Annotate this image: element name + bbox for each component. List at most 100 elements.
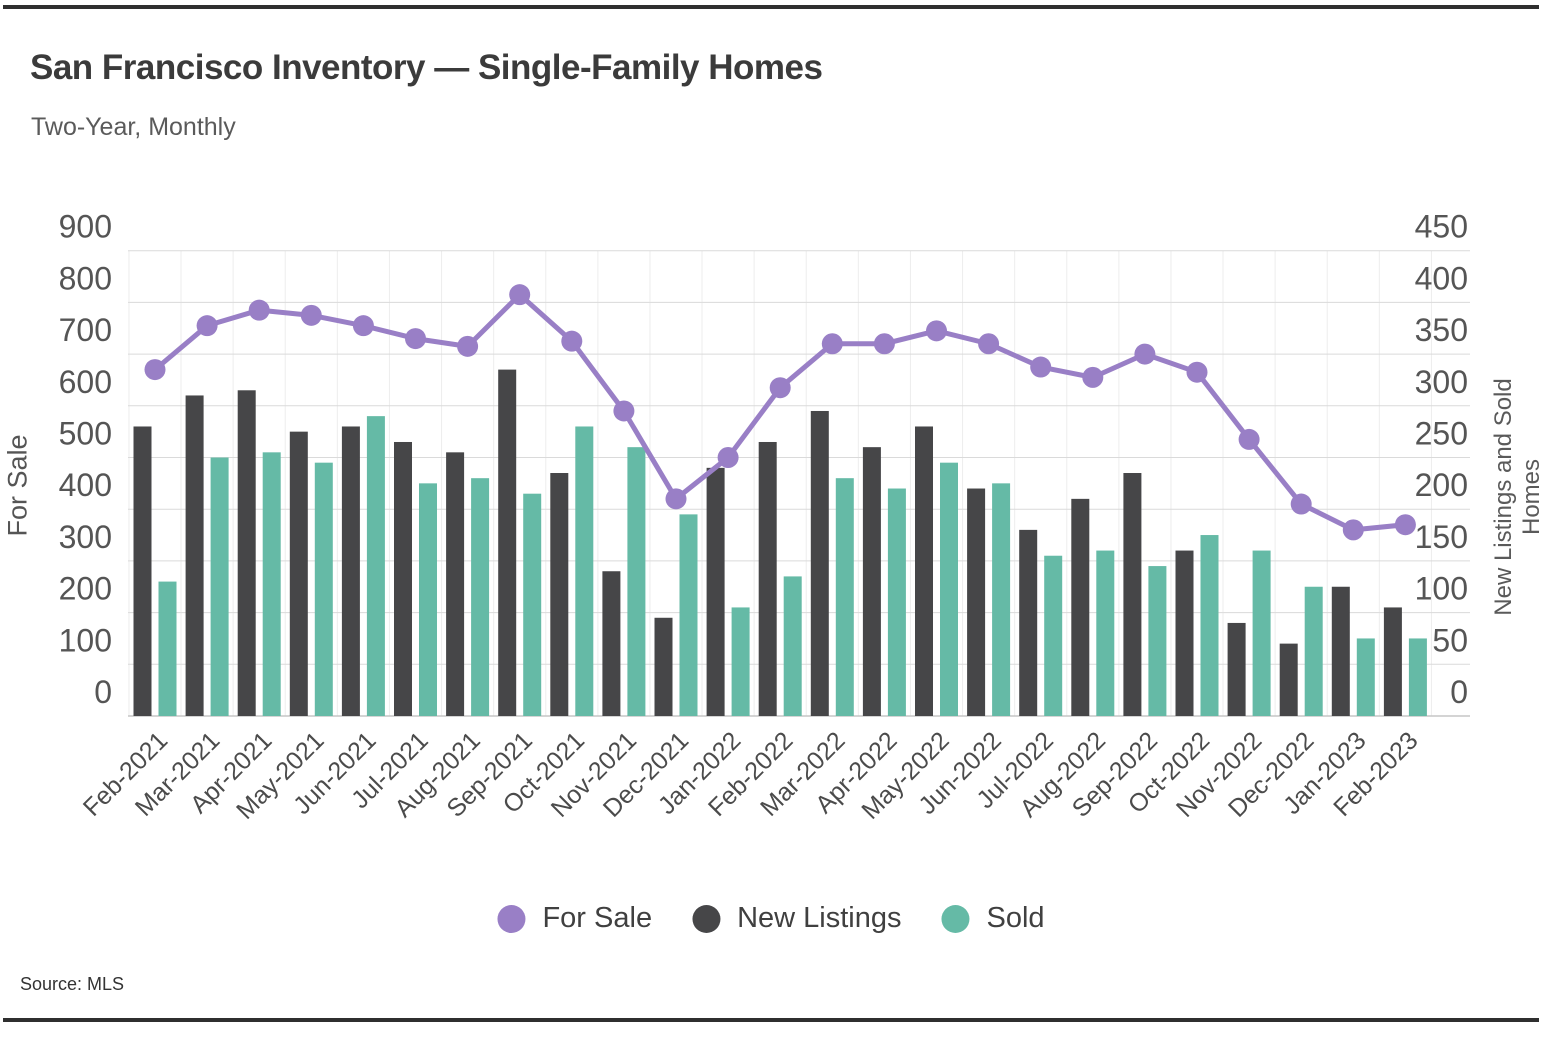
right-tick-100: 100 xyxy=(1415,571,1468,607)
point-for-sale-Feb-2022 xyxy=(769,377,791,399)
bar-new-listings-Dec-2022 xyxy=(1279,643,1298,716)
point-for-sale-Sep-2022 xyxy=(1134,343,1156,365)
bar-new-listings-Feb-2022 xyxy=(758,441,777,716)
point-for-sale-Aug-2021 xyxy=(457,335,479,357)
bar-new-listings-Jan-2023 xyxy=(1331,586,1350,716)
chart-canvas: 0 100 200 300 400 500 600 700 800 900 0 50 100 150 200… xyxy=(59,209,1470,825)
point-for-sale-May-2022 xyxy=(926,320,947,342)
point-for-sale-Jul-2021 xyxy=(405,328,426,350)
for-sale-swatch-icon xyxy=(497,904,526,933)
point-for-sale-Feb-2021 xyxy=(144,359,166,381)
bottom-divider xyxy=(3,1018,1539,1022)
point-for-sale-Dec-2022 xyxy=(1290,493,1312,515)
point-for-sale-May-2021 xyxy=(300,304,322,326)
right-tick-150: 150 xyxy=(1415,519,1468,555)
bar-new-listings-Nov-2021 xyxy=(602,571,621,716)
point-for-sale-Nov-2022 xyxy=(1238,428,1260,450)
bar-new-listings-Oct-2021 xyxy=(550,473,569,716)
sold-swatch-icon xyxy=(941,904,970,933)
left-tick-800: 800 xyxy=(59,260,112,296)
bar-sold-Nov-2021 xyxy=(627,447,646,716)
bar-new-listings-Jan-2022 xyxy=(706,467,725,716)
legend-item-new-listings: New Listings xyxy=(692,902,901,935)
bar-new-listings-Jun-2021 xyxy=(341,426,360,716)
bar-sold-Mar-2021 xyxy=(210,457,229,716)
bar-new-listings-Feb-2023 xyxy=(1383,607,1402,716)
bar-sold-Feb-2023 xyxy=(1408,638,1427,716)
point-for-sale-Jul-2022 xyxy=(1030,356,1052,378)
bar-sold-May-2022 xyxy=(940,462,958,716)
top-divider xyxy=(3,5,1539,9)
left-tick-700: 700 xyxy=(59,312,112,348)
bar-sold-Dec-2021 xyxy=(679,514,698,716)
bar-new-listings-Feb-2021 xyxy=(133,426,152,716)
bar-sold-Feb-2022 xyxy=(783,576,802,716)
bar-new-listings-Sep-2022 xyxy=(1123,473,1142,716)
right-tick-400: 400 xyxy=(1415,260,1468,296)
new-listings-swatch-icon xyxy=(692,904,721,933)
chart-legend: For Sale New Listings Sold xyxy=(497,902,1045,935)
point-for-sale-Apr-2022 xyxy=(873,333,895,355)
left-tick-900: 900 xyxy=(59,209,112,245)
bar-sold-Oct-2022 xyxy=(1200,535,1219,716)
bar-sold-Jul-2021 xyxy=(419,483,437,716)
right-tick-0: 0 xyxy=(1450,674,1468,710)
point-for-sale-Mar-2021 xyxy=(196,315,218,337)
point-for-sale-Jun-2021 xyxy=(352,315,374,337)
point-for-sale-Aug-2022 xyxy=(1082,366,1104,388)
bar-new-listings-Mar-2021 xyxy=(185,395,204,716)
left-tick-600: 600 xyxy=(59,364,112,400)
bar-sold-Sep-2021 xyxy=(523,493,542,716)
chart-title: San Francisco Inventory — Single-Family … xyxy=(30,48,823,87)
bar-sold-Nov-2022 xyxy=(1252,550,1271,716)
right-tick-350: 350 xyxy=(1415,312,1468,348)
point-for-sale-Oct-2022 xyxy=(1186,361,1208,383)
right-tick-250: 250 xyxy=(1415,416,1468,452)
bar-sold-Jun-2021 xyxy=(366,416,385,716)
bar-new-listings-May-2021 xyxy=(289,431,308,716)
bar-new-listings-Jul-2022 xyxy=(1019,529,1038,716)
left-tick-100: 100 xyxy=(59,622,112,658)
bar-sold-Mar-2022 xyxy=(835,478,854,716)
point-for-sale-Feb-2023 xyxy=(1394,514,1416,536)
bar-new-listings-Apr-2021 xyxy=(237,390,256,716)
left-tick-500: 500 xyxy=(59,416,112,452)
point-for-sale-Sep-2021 xyxy=(509,284,531,306)
point-for-sale-Jun-2022 xyxy=(978,333,1000,355)
bar-sold-Apr-2021 xyxy=(262,452,281,716)
point-for-sale-Jan-2022 xyxy=(717,447,739,468)
point-for-sale-Dec-2021 xyxy=(665,488,687,510)
bar-new-listings-Apr-2022 xyxy=(862,447,881,716)
legend-label: Sold xyxy=(986,902,1045,934)
bar-sold-May-2021 xyxy=(314,462,333,716)
point-for-sale-Jan-2023 xyxy=(1342,519,1364,541)
bar-new-listings-Jul-2021 xyxy=(394,441,412,716)
bar-sold-Jul-2022 xyxy=(1044,555,1063,716)
left-tick-300: 300 xyxy=(59,519,112,555)
bar-new-listings-Sep-2021 xyxy=(498,369,517,716)
bar-sold-Oct-2021 xyxy=(575,426,594,716)
bar-new-listings-Nov-2022 xyxy=(1227,622,1246,716)
right-tick-50: 50 xyxy=(1432,622,1468,658)
point-for-sale-Oct-2021 xyxy=(561,330,583,352)
left-tick-0: 0 xyxy=(94,674,112,710)
legend-label: New Listings xyxy=(737,902,902,934)
legend-item-sold: Sold xyxy=(941,902,1045,935)
bar-new-listings-Aug-2021 xyxy=(446,452,465,716)
legend-label: For Sale xyxy=(542,902,653,934)
bar-sold-Jan-2023 xyxy=(1356,638,1375,716)
bar-sold-Sep-2022 xyxy=(1148,566,1167,716)
right-tick-450: 450 xyxy=(1415,209,1468,245)
point-for-sale-Mar-2022 xyxy=(821,333,843,355)
chart-subtitle: Two-Year, Monthly xyxy=(31,113,236,141)
right-tick-300: 300 xyxy=(1415,364,1468,400)
bar-sold-Dec-2022 xyxy=(1304,586,1323,716)
bar-new-listings-Dec-2021 xyxy=(654,617,673,716)
left-tick-400: 400 xyxy=(59,467,112,503)
bar-new-listings-Oct-2022 xyxy=(1175,550,1194,716)
bar-sold-Aug-2021 xyxy=(471,478,490,716)
bar-sold-Aug-2022 xyxy=(1096,550,1115,716)
bar-new-listings-Jun-2022 xyxy=(967,488,986,716)
left-axis-title: For Sale xyxy=(2,434,33,537)
